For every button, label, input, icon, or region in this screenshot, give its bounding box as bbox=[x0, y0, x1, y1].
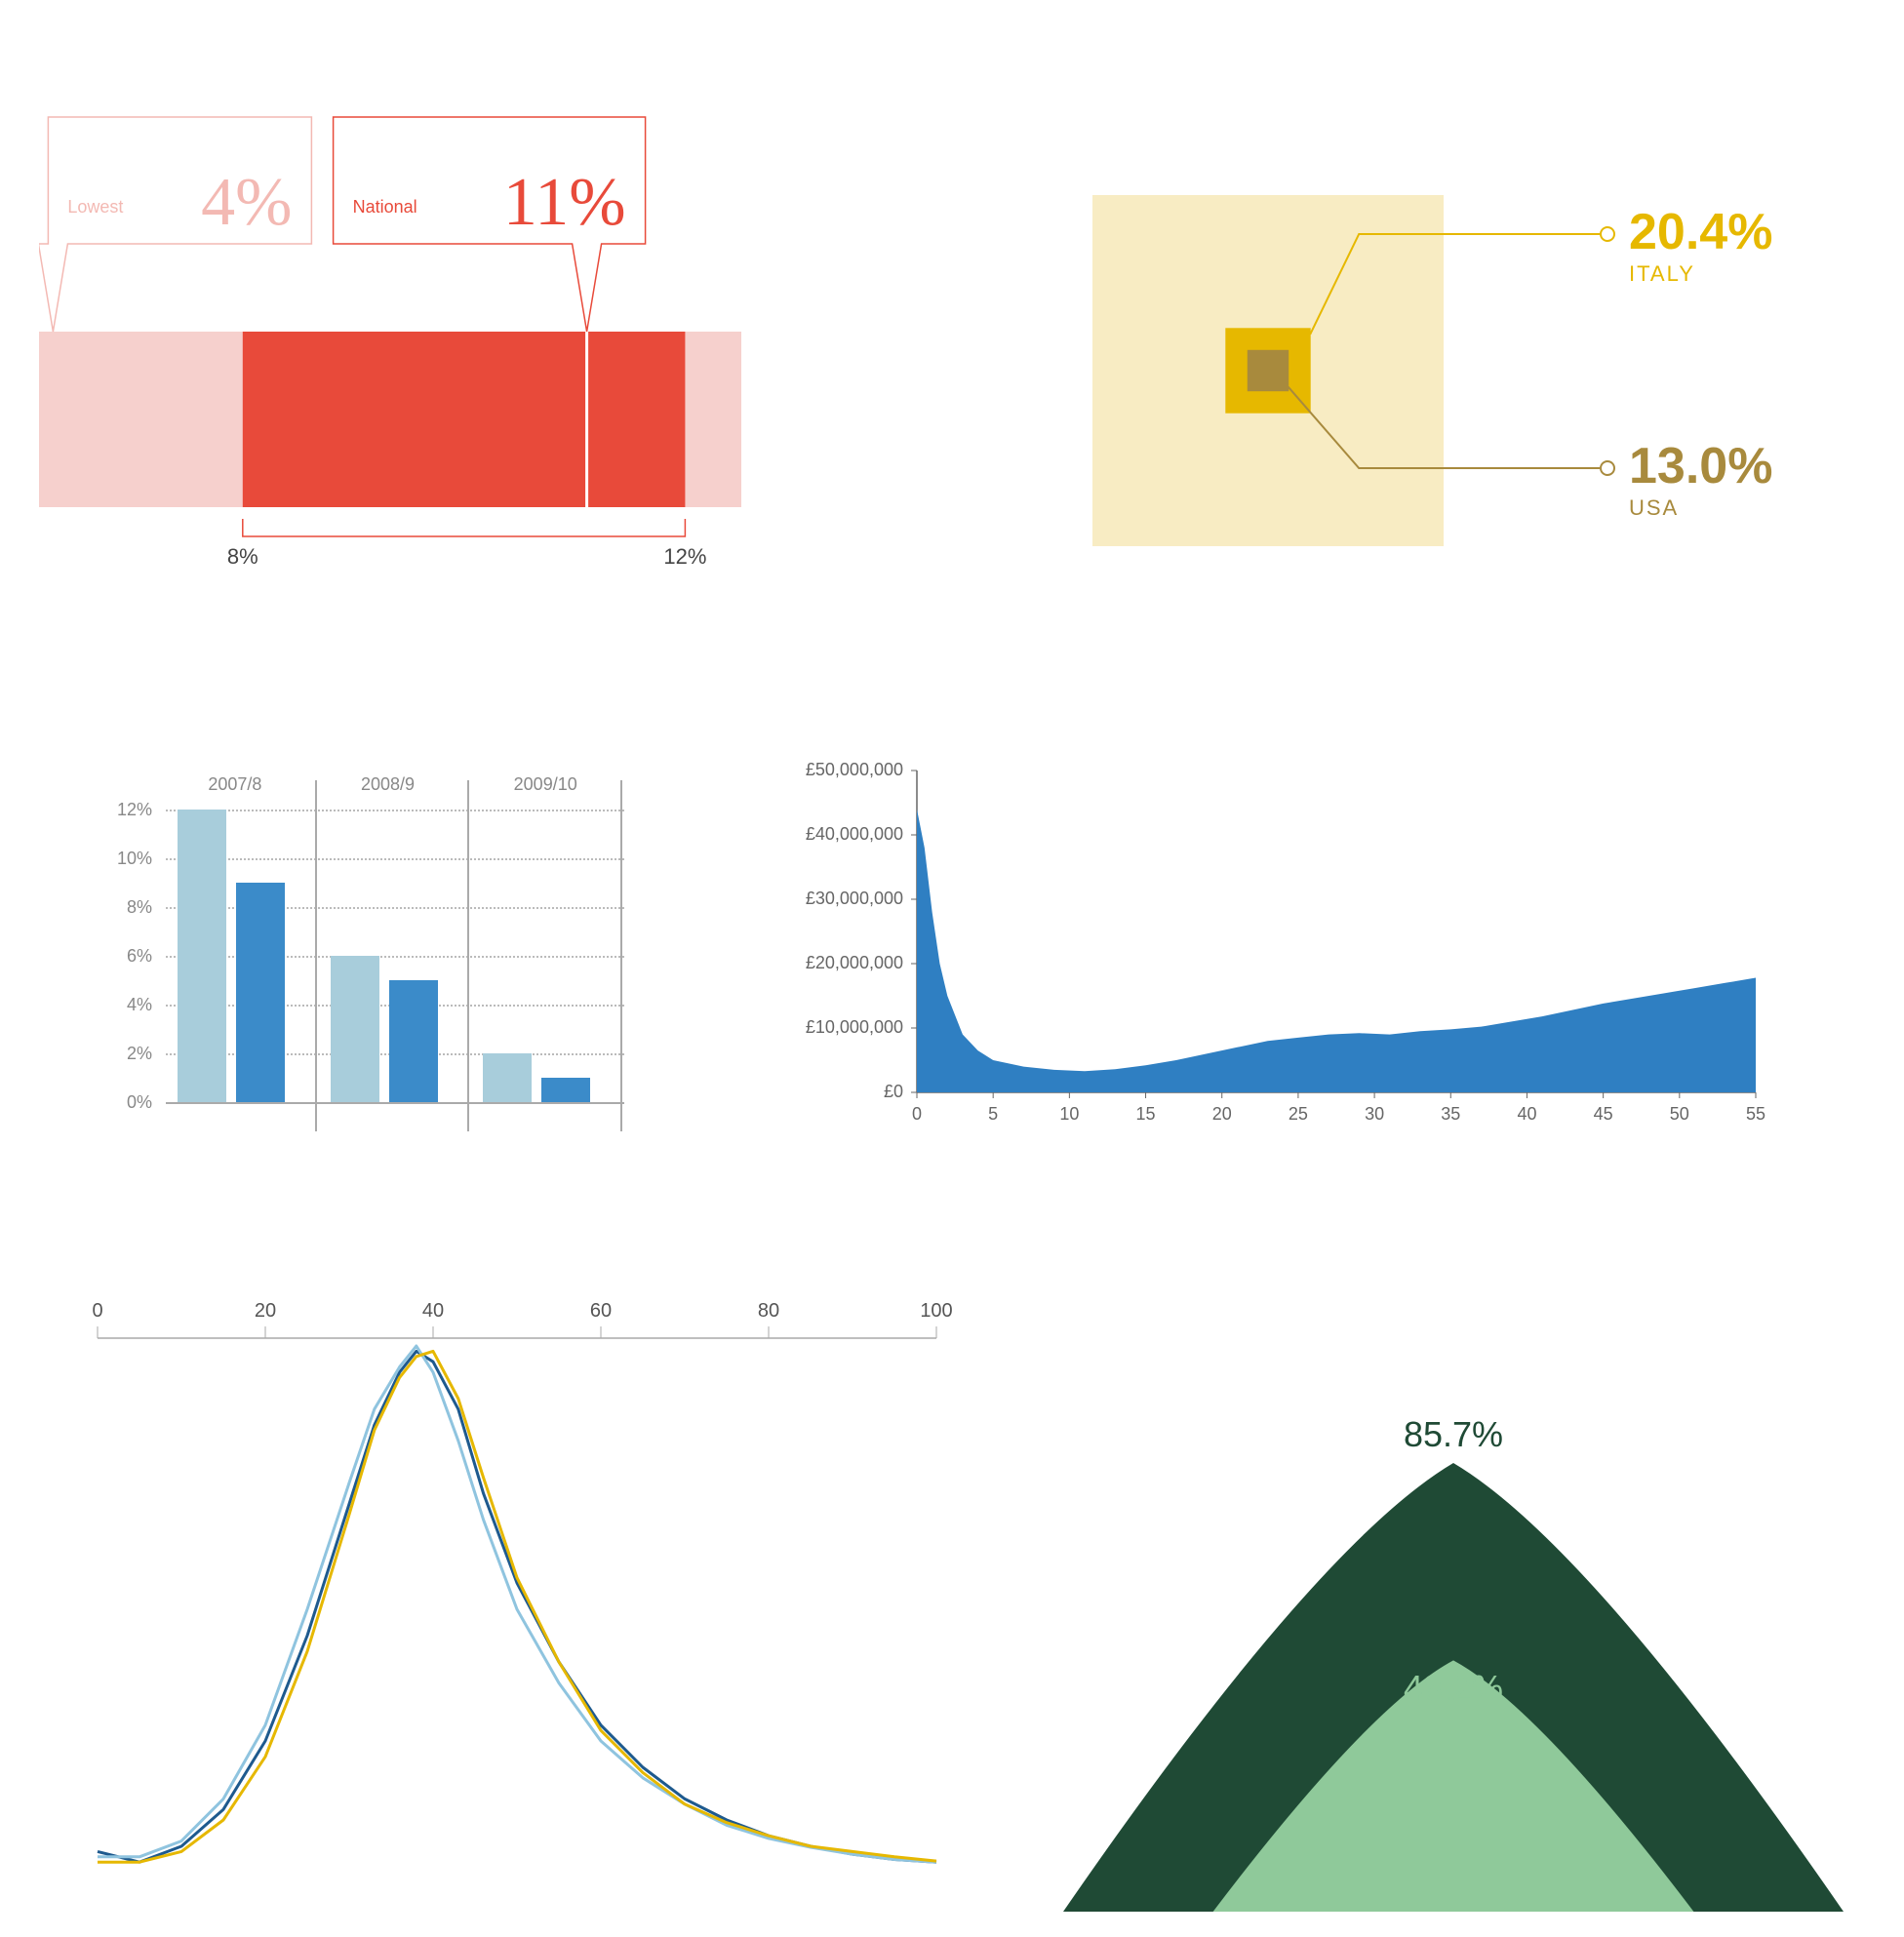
group-label: 2007/8 bbox=[208, 774, 261, 795]
svg-text:5: 5 bbox=[988, 1104, 998, 1124]
svg-text:ITALY: ITALY bbox=[1629, 261, 1695, 286]
group-separator bbox=[467, 780, 469, 1131]
svg-text:20: 20 bbox=[255, 1300, 276, 1322]
group-label: 2008/9 bbox=[361, 774, 415, 795]
y-tick-label: 0% bbox=[98, 1092, 152, 1113]
svg-text:15: 15 bbox=[1136, 1104, 1156, 1124]
svg-text:25: 25 bbox=[1289, 1104, 1308, 1124]
svg-text:£30,000,000: £30,000,000 bbox=[806, 889, 903, 908]
svg-text:40: 40 bbox=[422, 1300, 444, 1322]
svg-text:50: 50 bbox=[1670, 1104, 1689, 1124]
mountain-svg bbox=[1053, 1385, 1853, 1931]
nested-squares-svg: 20.4%ITALY 13.0%USA bbox=[1073, 176, 1873, 585]
gridline bbox=[166, 810, 624, 811]
gridline bbox=[166, 858, 624, 860]
y-tick-label: 12% bbox=[98, 800, 152, 820]
svg-text:13.0%: 13.0% bbox=[1629, 438, 1772, 494]
bar-b bbox=[389, 980, 438, 1102]
svg-text:45: 45 bbox=[1594, 1104, 1613, 1124]
callout-bar-svg: 8% 12% Lowest 4% National 11% bbox=[39, 59, 780, 575]
gridline bbox=[166, 956, 624, 958]
mountain-outer-pct: 85.7% bbox=[1356, 1414, 1551, 1455]
y-tick-label: 10% bbox=[98, 849, 152, 869]
callout-bar-chart: 8% 12% Lowest 4% National 11% bbox=[39, 59, 780, 575]
y-tick-label: 2% bbox=[98, 1044, 152, 1064]
svg-text:10: 10 bbox=[1059, 1104, 1079, 1124]
area-chart: £0 £10,000,000 £20,000,000 £30,000,000 £40,0… bbox=[761, 751, 1785, 1170]
distribution-svg: 0 20 40 60 80 100 bbox=[39, 1287, 975, 1912]
bar-a bbox=[483, 1053, 532, 1102]
svg-text:20: 20 bbox=[1212, 1104, 1232, 1124]
svg-text:55: 55 bbox=[1746, 1104, 1765, 1124]
svg-text:£10,000,000: £10,000,000 bbox=[806, 1017, 903, 1037]
mountain-chart: 85.7% 48.2% bbox=[1053, 1385, 1853, 1931]
distribution-lines-chart: 0 20 40 60 80 100 bbox=[39, 1287, 975, 1912]
area-chart-svg: £0 £10,000,000 £20,000,000 £30,000,000 £40,0… bbox=[761, 751, 1785, 1170]
svg-text:11%: 11% bbox=[503, 165, 626, 240]
svg-text:£50,000,000: £50,000,000 bbox=[806, 760, 903, 779]
svg-text:8%: 8% bbox=[227, 544, 258, 569]
svg-text:USA: USA bbox=[1629, 495, 1679, 520]
y-tick-label: 4% bbox=[98, 995, 152, 1015]
svg-text:£40,000,000: £40,000,000 bbox=[806, 824, 903, 844]
baseline bbox=[166, 1102, 624, 1104]
svg-text:0: 0 bbox=[912, 1104, 922, 1124]
svg-text:National: National bbox=[353, 197, 417, 217]
svg-text:40: 40 bbox=[1517, 1104, 1536, 1124]
nested-squares-chart: 20.4%ITALY 13.0%USA bbox=[1073, 176, 1873, 585]
svg-text:£20,000,000: £20,000,000 bbox=[806, 953, 903, 972]
svg-text:100: 100 bbox=[920, 1300, 952, 1322]
svg-text:30: 30 bbox=[1365, 1104, 1384, 1124]
bar-b bbox=[541, 1078, 590, 1102]
svg-text:0: 0 bbox=[92, 1300, 102, 1322]
svg-text:35: 35 bbox=[1441, 1104, 1460, 1124]
bar-b bbox=[236, 883, 285, 1102]
grouped-bar-chart: 0% 2% 4% 6% 8% 10% 12% 2007/8 2008/9 2009/10 bbox=[59, 751, 683, 1161]
svg-text:12%: 12% bbox=[663, 544, 706, 569]
group-separator bbox=[620, 780, 622, 1131]
svg-text:80: 80 bbox=[758, 1300, 779, 1322]
mountain-inner-pct: 48.2% bbox=[1356, 1668, 1551, 1709]
svg-text:£0: £0 bbox=[884, 1082, 903, 1101]
bar-a bbox=[331, 956, 379, 1102]
svg-text:Lowest: Lowest bbox=[67, 197, 123, 217]
group-label: 2009/10 bbox=[514, 774, 577, 795]
svg-text:60: 60 bbox=[590, 1300, 612, 1322]
y-tick-label: 8% bbox=[98, 897, 152, 918]
svg-text:20.4%: 20.4% bbox=[1629, 204, 1772, 260]
y-tick-label: 6% bbox=[98, 946, 152, 967]
bar-a bbox=[178, 810, 226, 1102]
group-separator bbox=[315, 780, 317, 1131]
svg-text:4%: 4% bbox=[201, 165, 292, 240]
gridline bbox=[166, 907, 624, 909]
